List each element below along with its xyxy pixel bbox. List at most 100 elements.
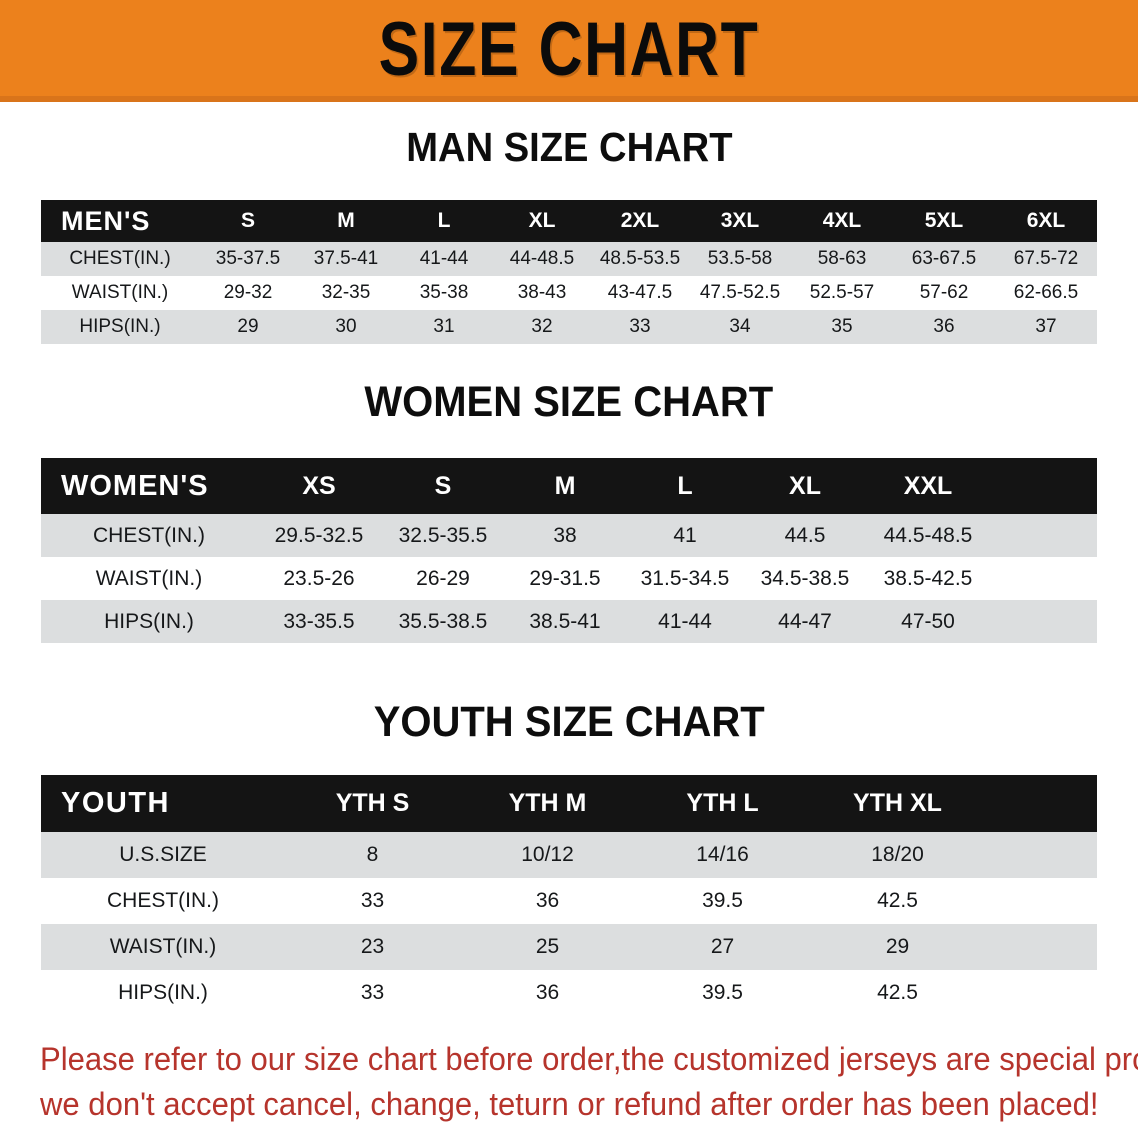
women-col-header-6	[991, 458, 1097, 514]
men-col-header-8: 6XL	[995, 200, 1097, 242]
women-cell-1-3: 31.5-34.5	[625, 557, 745, 600]
youth-cell-2-2: 27	[635, 924, 810, 970]
youth-category-label: YOUTH	[41, 775, 285, 832]
women-size-table: WOMEN'S XS S M L XL XXL CHEST(IN.) 29.5-…	[41, 458, 1097, 643]
youth-cell-3-4	[985, 970, 1097, 1016]
men-col-header-1: M	[297, 200, 395, 242]
youth-row-label-0: U.S.SIZE	[41, 832, 285, 878]
men-cell-0-6: 58-63	[791, 242, 893, 276]
table-row: WAIST(IN.) 23.5-26 26-29 29-31.5 31.5-34…	[41, 557, 1097, 600]
men-cell-1-4: 43-47.5	[591, 276, 689, 310]
men-cell-1-1: 32-35	[297, 276, 395, 310]
women-row-label-1: WAIST(IN.)	[41, 557, 257, 600]
men-cell-0-0: 35-37.5	[199, 242, 297, 276]
section-title-women: WOMEN SIZE CHART	[0, 378, 1138, 426]
women-cell-1-2: 29-31.5	[505, 557, 625, 600]
table-row: U.S.SIZE 8 10/12 14/16 18/20	[41, 832, 1097, 878]
table-header-row: YOUTH YTH S YTH M YTH L YTH XL	[41, 775, 1097, 832]
youth-cell-2-3: 29	[810, 924, 985, 970]
men-col-header-3: XL	[493, 200, 591, 242]
men-col-header-6: 4XL	[791, 200, 893, 242]
men-cell-2-3: 32	[493, 310, 591, 344]
youth-cell-2-1: 25	[460, 924, 635, 970]
table-row: HIPS(IN.) 33 36 39.5 42.5	[41, 970, 1097, 1016]
men-col-header-5: 3XL	[689, 200, 791, 242]
men-cell-0-7: 63-67.5	[893, 242, 995, 276]
women-col-header-2: M	[505, 458, 625, 514]
women-cell-0-3: 41	[625, 514, 745, 557]
women-cell-0-1: 32.5-35.5	[381, 514, 505, 557]
women-cell-2-3: 41-44	[625, 600, 745, 643]
table-row: WAIST(IN.) 29-32 32-35 35-38 38-43 43-47…	[41, 276, 1097, 310]
men-cell-2-7: 36	[893, 310, 995, 344]
women-cell-1-5: 38.5-42.5	[865, 557, 991, 600]
youth-cell-0-3: 18/20	[810, 832, 985, 878]
men-cell-0-5: 53.5-58	[689, 242, 791, 276]
men-col-header-2: L	[395, 200, 493, 242]
section-title-man: MAN SIZE CHART	[0, 124, 1138, 170]
youth-col-header-0: YTH S	[285, 775, 460, 832]
header-banner: SIZE CHART	[0, 0, 1138, 100]
men-row-label-0: CHEST(IN.)	[41, 242, 199, 276]
men-cell-2-5: 34	[689, 310, 791, 344]
youth-cell-3-2: 39.5	[635, 970, 810, 1016]
women-cell-2-5: 47-50	[865, 600, 991, 643]
section-title-youth: YOUTH SIZE CHART	[0, 698, 1138, 746]
table-row: CHEST(IN.) 35-37.5 37.5-41 41-44 44-48.5…	[41, 242, 1097, 276]
men-cell-0-8: 67.5-72	[995, 242, 1097, 276]
women-cell-1-4: 34.5-38.5	[745, 557, 865, 600]
women-row-label-2: HIPS(IN.)	[41, 600, 257, 643]
youth-col-header-3: YTH XL	[810, 775, 985, 832]
men-row-label-2: HIPS(IN.)	[41, 310, 199, 344]
table-row: WAIST(IN.) 23 25 27 29	[41, 924, 1097, 970]
men-cell-2-4: 33	[591, 310, 689, 344]
footer-line-2: we don't accept cancel, change, teturn o…	[40, 1086, 1099, 1122]
table-row: CHEST(IN.) 33 36 39.5 42.5	[41, 878, 1097, 924]
women-cell-0-2: 38	[505, 514, 625, 557]
youth-cell-1-1: 36	[460, 878, 635, 924]
women-cell-1-6	[991, 557, 1097, 600]
men-category-label: MEN'S	[41, 200, 199, 242]
women-cell-0-0: 29.5-32.5	[257, 514, 381, 557]
youth-cell-3-3: 42.5	[810, 970, 985, 1016]
youth-cell-0-1: 10/12	[460, 832, 635, 878]
youth-cell-1-0: 33	[285, 878, 460, 924]
women-col-header-0: XS	[257, 458, 381, 514]
banner-underline-divider	[0, 96, 1138, 102]
men-cell-0-1: 37.5-41	[297, 242, 395, 276]
women-cell-1-1: 26-29	[381, 557, 505, 600]
men-cell-1-0: 29-32	[199, 276, 297, 310]
table-row: CHEST(IN.) 29.5-32.5 32.5-35.5 38 41 44.…	[41, 514, 1097, 557]
footer-disclaimer: Please refer to our size chart before or…	[40, 1037, 1138, 1127]
youth-col-header-4	[985, 775, 1097, 832]
women-category-label: WOMEN'S	[41, 458, 257, 514]
youth-cell-1-2: 39.5	[635, 878, 810, 924]
men-cell-2-6: 35	[791, 310, 893, 344]
page-title: SIZE CHART	[378, 7, 760, 92]
women-col-header-4: XL	[745, 458, 865, 514]
women-cell-2-0: 33-35.5	[257, 600, 381, 643]
footer-line-1: Please refer to our size chart before or…	[40, 1041, 1138, 1077]
men-size-table: MEN'S S M L XL 2XL 3XL 4XL 5XL 6XL CHEST…	[41, 200, 1097, 344]
table-row: HIPS(IN.) 29 30 31 32 33 34 35 36 37	[41, 310, 1097, 344]
women-cell-2-1: 35.5-38.5	[381, 600, 505, 643]
men-cell-2-0: 29	[199, 310, 297, 344]
women-col-header-5: XXL	[865, 458, 991, 514]
youth-cell-0-2: 14/16	[635, 832, 810, 878]
youth-row-label-2: WAIST(IN.)	[41, 924, 285, 970]
youth-cell-2-4	[985, 924, 1097, 970]
men-cell-1-6: 52.5-57	[791, 276, 893, 310]
women-row-label-0: CHEST(IN.)	[41, 514, 257, 557]
youth-cell-2-0: 23	[285, 924, 460, 970]
women-cell-2-6	[991, 600, 1097, 643]
men-cell-1-8: 62-66.5	[995, 276, 1097, 310]
men-cell-1-2: 35-38	[395, 276, 493, 310]
men-cell-2-2: 31	[395, 310, 493, 344]
section-title-man-text: MAN SIZE CHART	[405, 124, 733, 170]
youth-size-table: YOUTH YTH S YTH M YTH L YTH XL U.S.SIZE …	[41, 775, 1097, 1016]
men-col-header-7: 5XL	[893, 200, 995, 242]
youth-cell-3-0: 33	[285, 970, 460, 1016]
men-cell-0-2: 41-44	[395, 242, 493, 276]
men-cell-2-1: 30	[297, 310, 395, 344]
